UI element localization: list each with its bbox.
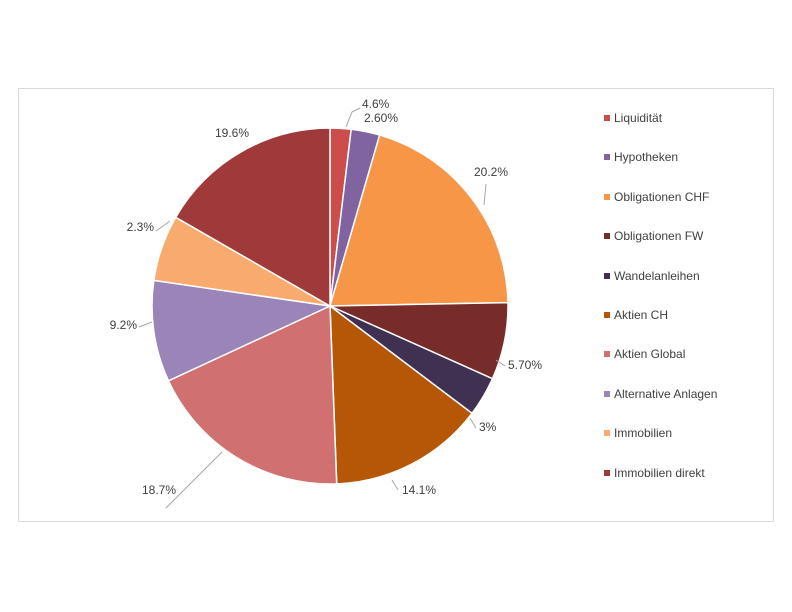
- data-label: 18.7%: [142, 483, 176, 497]
- legend-swatch: [604, 115, 610, 121]
- legend-label: Immobilien: [614, 426, 673, 441]
- legend-item: Obligationen CHF: [604, 189, 709, 205]
- legend-swatch: [604, 272, 610, 279]
- data-label: 2.3%: [127, 220, 155, 234]
- legend-label: Aktien Global: [614, 347, 686, 362]
- legend-label: Hypotheken: [614, 150, 679, 165]
- legend-item: Alternative Anlagen: [604, 386, 717, 402]
- legend-item: Wandelanleihen: [604, 268, 700, 284]
- legend-swatch: [604, 430, 610, 437]
- legend-item: Obligationen FW: [604, 228, 703, 244]
- legend-swatch: [604, 154, 610, 161]
- legend-label: Alternative Anlagen: [614, 386, 718, 401]
- legend-label: Obligationen FW: [614, 229, 704, 244]
- data-label: 3%: [479, 420, 497, 434]
- data-label: 19.6%: [215, 126, 249, 140]
- leader-line: [165, 451, 223, 509]
- legend-swatch: [604, 469, 610, 476]
- pie-slice-alternative-anlagen: [151, 279, 333, 382]
- legend-label: Liquidität: [614, 111, 663, 125]
- leader-line: [495, 359, 506, 367]
- pie-slice-aktien-global: [167, 304, 338, 485]
- leader-line: [469, 417, 477, 429]
- legend-label: Obligationen CHF: [614, 189, 710, 204]
- legend-swatch: [604, 233, 610, 240]
- legend-item: Hypotheken: [604, 149, 678, 165]
- legend-swatch: [604, 312, 610, 318]
- leader-line: [155, 220, 171, 232]
- legend-item: Immobilien: [604, 425, 672, 441]
- pie-slice-obligationen-chf: [328, 134, 509, 307]
- pie-slice-aktien-ch: [329, 304, 474, 485]
- data-label: 14.1%: [402, 483, 436, 497]
- data-label: 9.2%: [110, 318, 138, 332]
- data-label: 4.6%: [362, 97, 390, 111]
- legend-item: Aktien CH: [604, 307, 668, 323]
- legend-swatch: [604, 351, 610, 358]
- legend-item: Liquidität: [604, 110, 662, 126]
- legend-swatch: [604, 390, 610, 397]
- legend-label: Aktien CH: [614, 308, 669, 322]
- leader-line: [345, 107, 361, 128]
- data-label: 2.60%: [364, 111, 398, 125]
- leader-line: [138, 321, 153, 328]
- legend-item: Immobilien direkt: [604, 465, 705, 481]
- data-label: 5.70%: [508, 358, 542, 372]
- legend-swatch: [604, 193, 610, 200]
- data-label: 20.2%: [474, 165, 508, 179]
- pie-slice-immobilien-direkt: [174, 127, 331, 308]
- legend-label: Wandelanleihen: [614, 268, 700, 283]
- leader-line: [483, 183, 487, 206]
- legend-item: Aktien Global: [604, 346, 685, 362]
- legend-label: Immobilien direkt: [614, 465, 705, 480]
- leader-line: [391, 479, 399, 491]
